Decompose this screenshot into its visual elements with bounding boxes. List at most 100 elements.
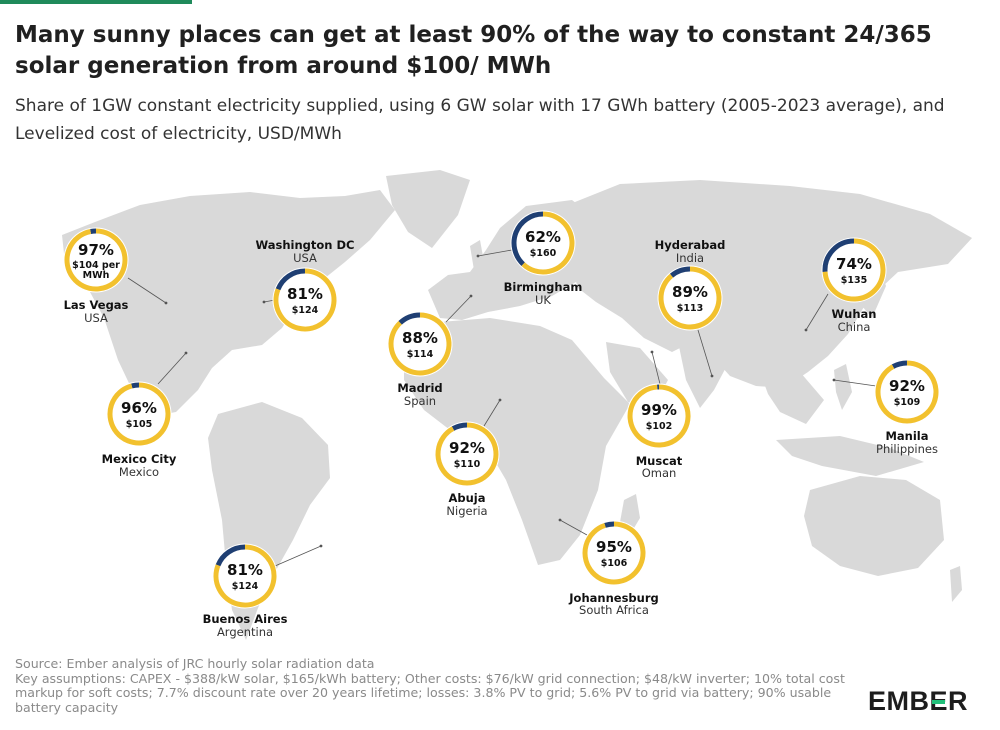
city-label: Manila <box>885 429 928 443</box>
landmass-greenland <box>386 170 470 248</box>
donut-share-arc <box>435 422 499 486</box>
share-label: 62% <box>525 228 561 246</box>
country-label: USA <box>293 251 317 265</box>
share-label: 92% <box>889 377 925 395</box>
city-dot-madrid <box>469 294 473 298</box>
cost-label: $109 <box>894 397 920 408</box>
country-label: China <box>838 320 871 334</box>
assumptions-text: Key assumptions: CAPEX - $388/kW solar, … <box>15 670 845 715</box>
country-label: Mexico <box>119 465 159 479</box>
country-label: USA <box>84 311 108 325</box>
connector-birmingham <box>477 249 513 257</box>
city-dot-birmingham <box>476 254 480 258</box>
city-dot-johannesburg <box>558 518 562 522</box>
landmass-asia <box>560 180 972 388</box>
share-label: 95% <box>596 538 632 556</box>
landmass-new-zealand <box>950 566 962 602</box>
share-label: 96% <box>121 399 157 417</box>
cost-label: $114 <box>407 349 434 360</box>
donut-gap-arc <box>131 382 140 389</box>
donut-gap-arc <box>275 268 306 291</box>
donut-share-arc <box>822 238 886 302</box>
city-label: Muscat <box>636 454 683 468</box>
landmass-north-america <box>62 190 395 416</box>
donut-background <box>874 359 940 425</box>
donut-background <box>626 383 692 449</box>
donut-share-arc <box>521 211 575 275</box>
donut-background <box>387 311 453 377</box>
donut-gap-arc <box>669 266 691 278</box>
donut-background <box>821 237 887 303</box>
connector-abuja <box>483 399 501 427</box>
donut-background <box>212 543 278 609</box>
country-label: Argentina <box>217 625 273 639</box>
landmass-indonesia <box>776 436 924 476</box>
city-dot-manila <box>832 378 836 382</box>
share-label: 97% <box>78 241 114 259</box>
donut-gap-arc <box>822 238 855 272</box>
donut-background <box>106 381 172 447</box>
donut-gap-arc <box>451 422 468 431</box>
connector-hyderabad <box>697 329 713 377</box>
city-label: Washington DC <box>255 238 354 252</box>
country-label: South Africa <box>579 603 649 617</box>
donut-share-arc <box>107 382 171 446</box>
landmass-south-america <box>208 402 330 640</box>
cost-label: $102 <box>646 421 672 432</box>
donut-gap-arc <box>604 521 615 528</box>
share-label: 81% <box>227 561 263 579</box>
share-label: 99% <box>641 401 677 419</box>
cost-label: $124 <box>292 305 319 316</box>
donut-share-arc <box>213 544 277 608</box>
connector-manila <box>833 379 877 387</box>
donut-share-arc <box>627 384 691 448</box>
city-label: Wuhan <box>831 307 876 321</box>
share-label: 89% <box>672 283 708 301</box>
city-label: Hyderabad <box>655 238 726 252</box>
donut-gap-arc <box>891 360 908 369</box>
city-label: Birmingham <box>504 280 583 294</box>
country-label: Spain <box>404 394 436 408</box>
city-dot-las-vegas <box>164 301 168 305</box>
city-dot-abuja <box>498 398 502 402</box>
city-dot-muscat <box>650 350 654 354</box>
donut-background <box>657 265 723 331</box>
cost-label: $110 <box>454 459 481 470</box>
donut-gap-arc <box>398 312 421 325</box>
city-dot-washington-dc <box>262 300 266 304</box>
share-label: 74% <box>836 255 872 273</box>
cost-label: $160 <box>530 248 557 259</box>
donut-share-arc <box>273 268 337 332</box>
connector-muscat <box>651 351 661 385</box>
donut-background <box>272 267 338 333</box>
landmass-british-isles <box>470 240 484 270</box>
landmass-india <box>676 330 732 408</box>
share-label: 92% <box>449 439 485 457</box>
country-label: India <box>676 251 704 265</box>
connector-madrid <box>445 295 472 323</box>
landmass-africa <box>404 318 630 565</box>
source-notes: Source: Ember analysis of JRC hourly sol… <box>15 656 845 715</box>
city-label: Buenos Aires <box>203 612 288 626</box>
city-dot-mexico-city <box>184 351 188 355</box>
country-label: UK <box>535 293 551 307</box>
cost-label: $113 <box>677 303 703 314</box>
donut-gap-arc <box>511 211 544 266</box>
country-label: Oman <box>642 466 677 480</box>
landmass-philippines <box>834 364 852 410</box>
connector-las-vegas <box>127 277 167 304</box>
cost-label: $124 <box>232 581 259 592</box>
donut-share-arc <box>658 266 722 330</box>
connector-johannesburg <box>559 519 588 536</box>
donut-background <box>510 210 576 276</box>
cost-label-line1: $104 per <box>72 260 120 271</box>
